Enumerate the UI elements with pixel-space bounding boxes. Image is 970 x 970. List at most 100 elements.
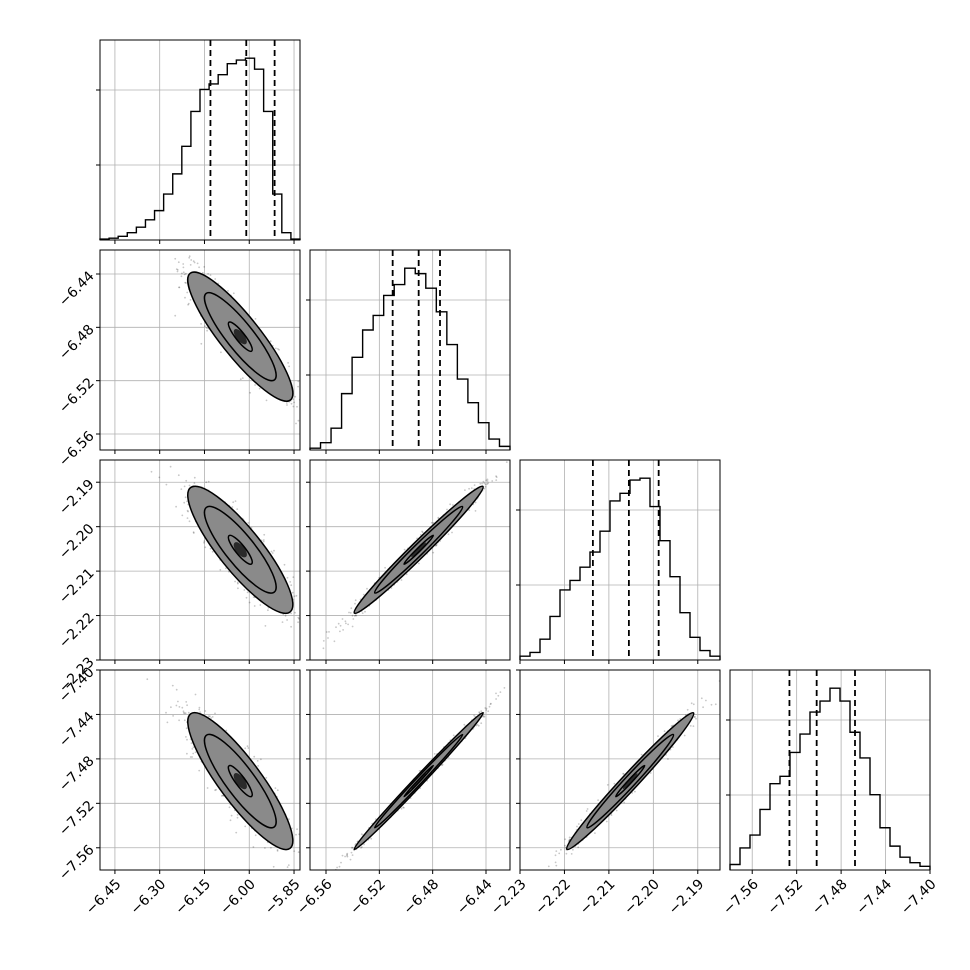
sample-point [545, 874, 547, 876]
histogram-step [309, 267, 511, 450]
sample-point [554, 861, 557, 864]
sample-point [248, 601, 251, 604]
sample-point [518, 439, 520, 441]
panel-content [310, 670, 510, 870]
sample-point [207, 480, 210, 483]
sample-point [327, 637, 329, 639]
sample-point [484, 485, 487, 488]
sample-point [300, 859, 302, 861]
sample-point [270, 550, 273, 553]
sample-point [307, 624, 309, 626]
sample-point [276, 789, 279, 792]
sample-point [294, 611, 296, 614]
sample-point [692, 703, 695, 706]
panel-content [520, 670, 720, 876]
sample-point [276, 849, 279, 851]
sample-point [403, 806, 405, 809]
sample-point [487, 710, 490, 713]
sample-point [246, 591, 249, 594]
sample-point [692, 725, 695, 727]
sample-point [623, 801, 626, 804]
sample-point [292, 398, 295, 401]
sample-point [384, 566, 386, 569]
sample-point [483, 487, 486, 490]
sample-point [235, 831, 238, 834]
sample-point [354, 602, 356, 605]
sample-point [182, 271, 185, 274]
sample-point [473, 714, 475, 717]
sample-point [175, 704, 178, 707]
sample-point [284, 614, 287, 617]
sample-point [200, 342, 203, 345]
sample-point [183, 273, 186, 276]
contour-line [565, 711, 695, 851]
sample-point [305, 421, 307, 423]
sample-point [615, 809, 618, 812]
sample-point [437, 516, 440, 519]
sample-point [265, 399, 268, 402]
histogram-panel-3 [726, 669, 931, 871]
sample-point [344, 620, 347, 623]
sample-point [487, 482, 489, 484]
scatter-panel-3-0 [99, 669, 302, 871]
sample-point [172, 715, 175, 717]
sample-point [341, 854, 344, 857]
sample-point [198, 769, 201, 772]
scatter-panel-3-1 [309, 669, 511, 871]
sample-point [232, 501, 235, 504]
sample-point [188, 255, 191, 258]
sample-point [236, 508, 239, 510]
sample-point [353, 615, 356, 617]
sample-point [585, 810, 588, 812]
sample-point [181, 514, 184, 517]
sample-point [402, 806, 404, 809]
sample-point [189, 264, 192, 266]
sample-point [193, 482, 196, 484]
sample-point [464, 489, 466, 491]
sample-point [259, 604, 262, 606]
sample-point [203, 540, 206, 542]
sample-point [237, 587, 239, 590]
contour-line [615, 764, 646, 798]
sample-point [193, 261, 196, 264]
sample-point [183, 712, 186, 715]
scatter-panel-3-2 [519, 669, 721, 876]
sample-point [209, 274, 212, 276]
sample-point [693, 716, 696, 718]
sample-point [449, 503, 451, 506]
sample-point [476, 723, 479, 726]
sample-point [184, 296, 186, 299]
sample-point [349, 612, 352, 614]
sample-point [360, 846, 362, 849]
contour-line [203, 291, 277, 382]
sample-point [185, 701, 188, 703]
sample-point [564, 844, 566, 847]
sample-point [185, 282, 187, 284]
contour-line [353, 485, 484, 615]
sample-point [293, 850, 296, 852]
density-core [233, 773, 247, 790]
sample-point [297, 385, 299, 388]
sample-point [350, 846, 353, 849]
sample-point [623, 773, 625, 775]
sample-point [421, 531, 424, 534]
sample-point [185, 727, 188, 730]
contour-line [373, 733, 464, 829]
sample-point [610, 814, 613, 816]
sample-point [350, 607, 353, 610]
sample-point [700, 697, 703, 700]
sample-point [264, 847, 266, 849]
sample-point [433, 753, 436, 755]
ticks-2-0 [96, 481, 295, 664]
sample-point [185, 272, 187, 275]
y-tick-label: −6.56 [56, 428, 98, 470]
contour-line [227, 764, 253, 798]
sample-point [237, 582, 239, 585]
panel-frame [519, 459, 721, 661]
contour-line [187, 485, 294, 615]
sample-point [178, 719, 181, 722]
histogram-step [99, 57, 301, 240]
histogram-panel-1 [306, 249, 511, 451]
sample-point [361, 846, 363, 848]
sample-point [151, 217, 153, 219]
